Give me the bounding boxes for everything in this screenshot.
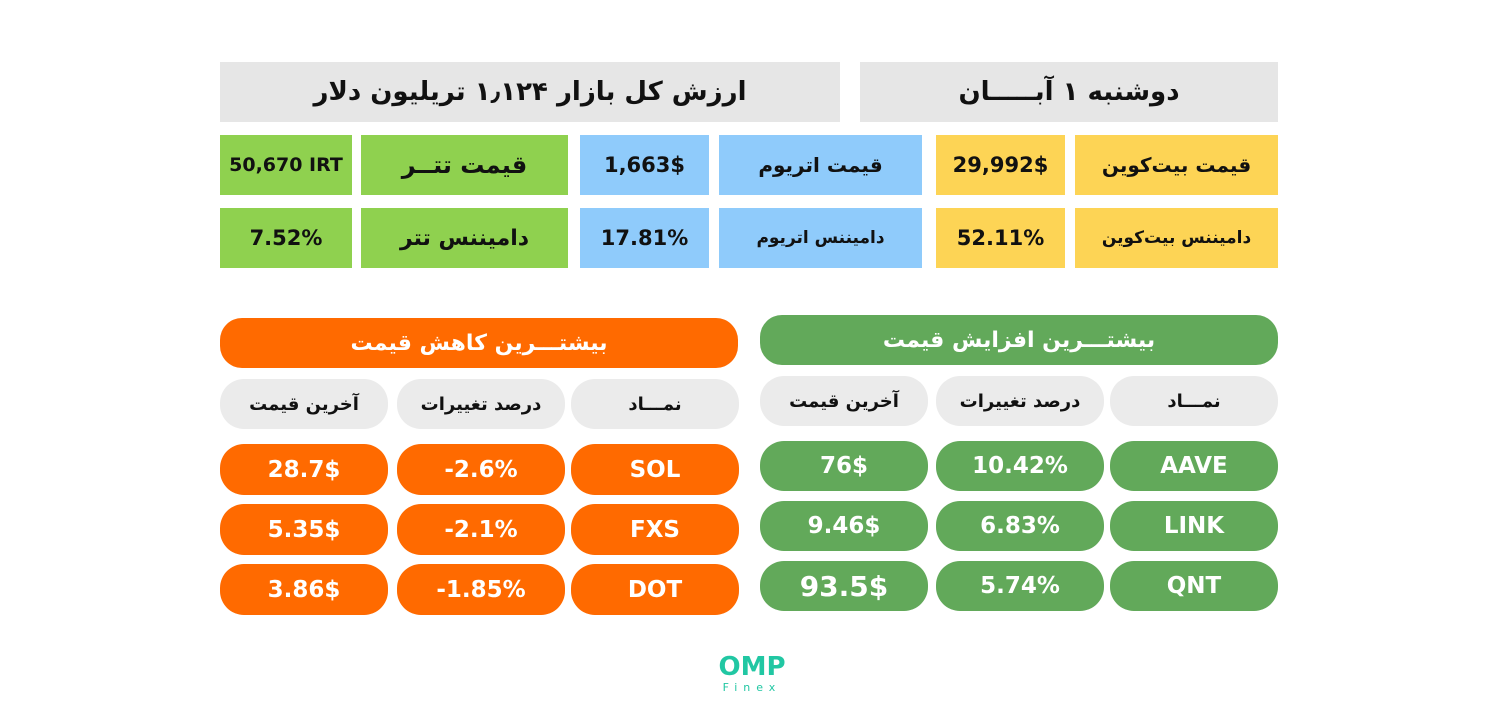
loser-price: 3.86$ [220,564,388,615]
usdt-price-value: 50,670 IRT [220,135,352,195]
gainer-price: 76$ [760,441,928,491]
brand-logo-subtitle: Finex [722,681,782,694]
loser-change: -2.6% [397,444,565,495]
gainer-change: 5.74% [936,561,1104,611]
losers-col-symbol: نمـــاد [571,379,739,429]
losers-col-price: آخرین قیمت [220,379,388,429]
losers-col-change: درصد تغییرات [397,379,565,429]
loser-price: 28.7$ [220,444,388,495]
eth-dominance-label: دامیننس اتریوم [719,208,922,268]
btc-price-value: 29,992$ [936,135,1065,195]
loser-change: -2.1% [397,504,565,555]
date-header: دوشنبه ۱ آبـــــان [860,62,1278,122]
btc-dominance-label: دامیننس بیت‌کوین [1075,208,1278,268]
gainer-symbol: AAVE [1110,441,1278,491]
eth-price-value: 1,663$ [580,135,709,195]
gainers-col-price: آخرین قیمت [760,376,928,426]
usdt-price-label: قیمت تتــر [361,135,568,195]
top-gainers-title: بیشتـــرین افزایش قیمت [760,315,1278,365]
btc-price-label: قیمت بیت‌کوین [1075,135,1278,195]
eth-price-label: قیمت اتریوم [719,135,922,195]
gainer-change: 6.83% [936,501,1104,551]
usdt-dominance-label: دامیننس تتر [361,208,568,268]
eth-dominance-value: 17.81% [580,208,709,268]
loser-symbol: FXS [571,504,739,555]
gainer-change: 10.42% [936,441,1104,491]
gainers-col-symbol: نمـــاد [1110,376,1278,426]
loser-symbol: DOT [571,564,739,615]
top-losers-title: بیشتـــرین کاهش قیمت [220,318,738,368]
gainers-col-change: درصد تغییرات [936,376,1104,426]
gainer-symbol: QNT [1110,561,1278,611]
loser-symbol: SOL [571,444,739,495]
market-cap-header: ارزش کل بازار ۱٫۱۲۴ تریلیون دلار [220,62,840,122]
gainer-price: 9.46$ [760,501,928,551]
gainer-price: 93.5$ [760,561,928,611]
usdt-dominance-value: 7.52% [220,208,352,268]
btc-dominance-value: 52.11% [936,208,1065,268]
brand-logo: OMP [718,652,786,682]
gainer-symbol: LINK [1110,501,1278,551]
loser-price: 5.35$ [220,504,388,555]
loser-change: -1.85% [397,564,565,615]
